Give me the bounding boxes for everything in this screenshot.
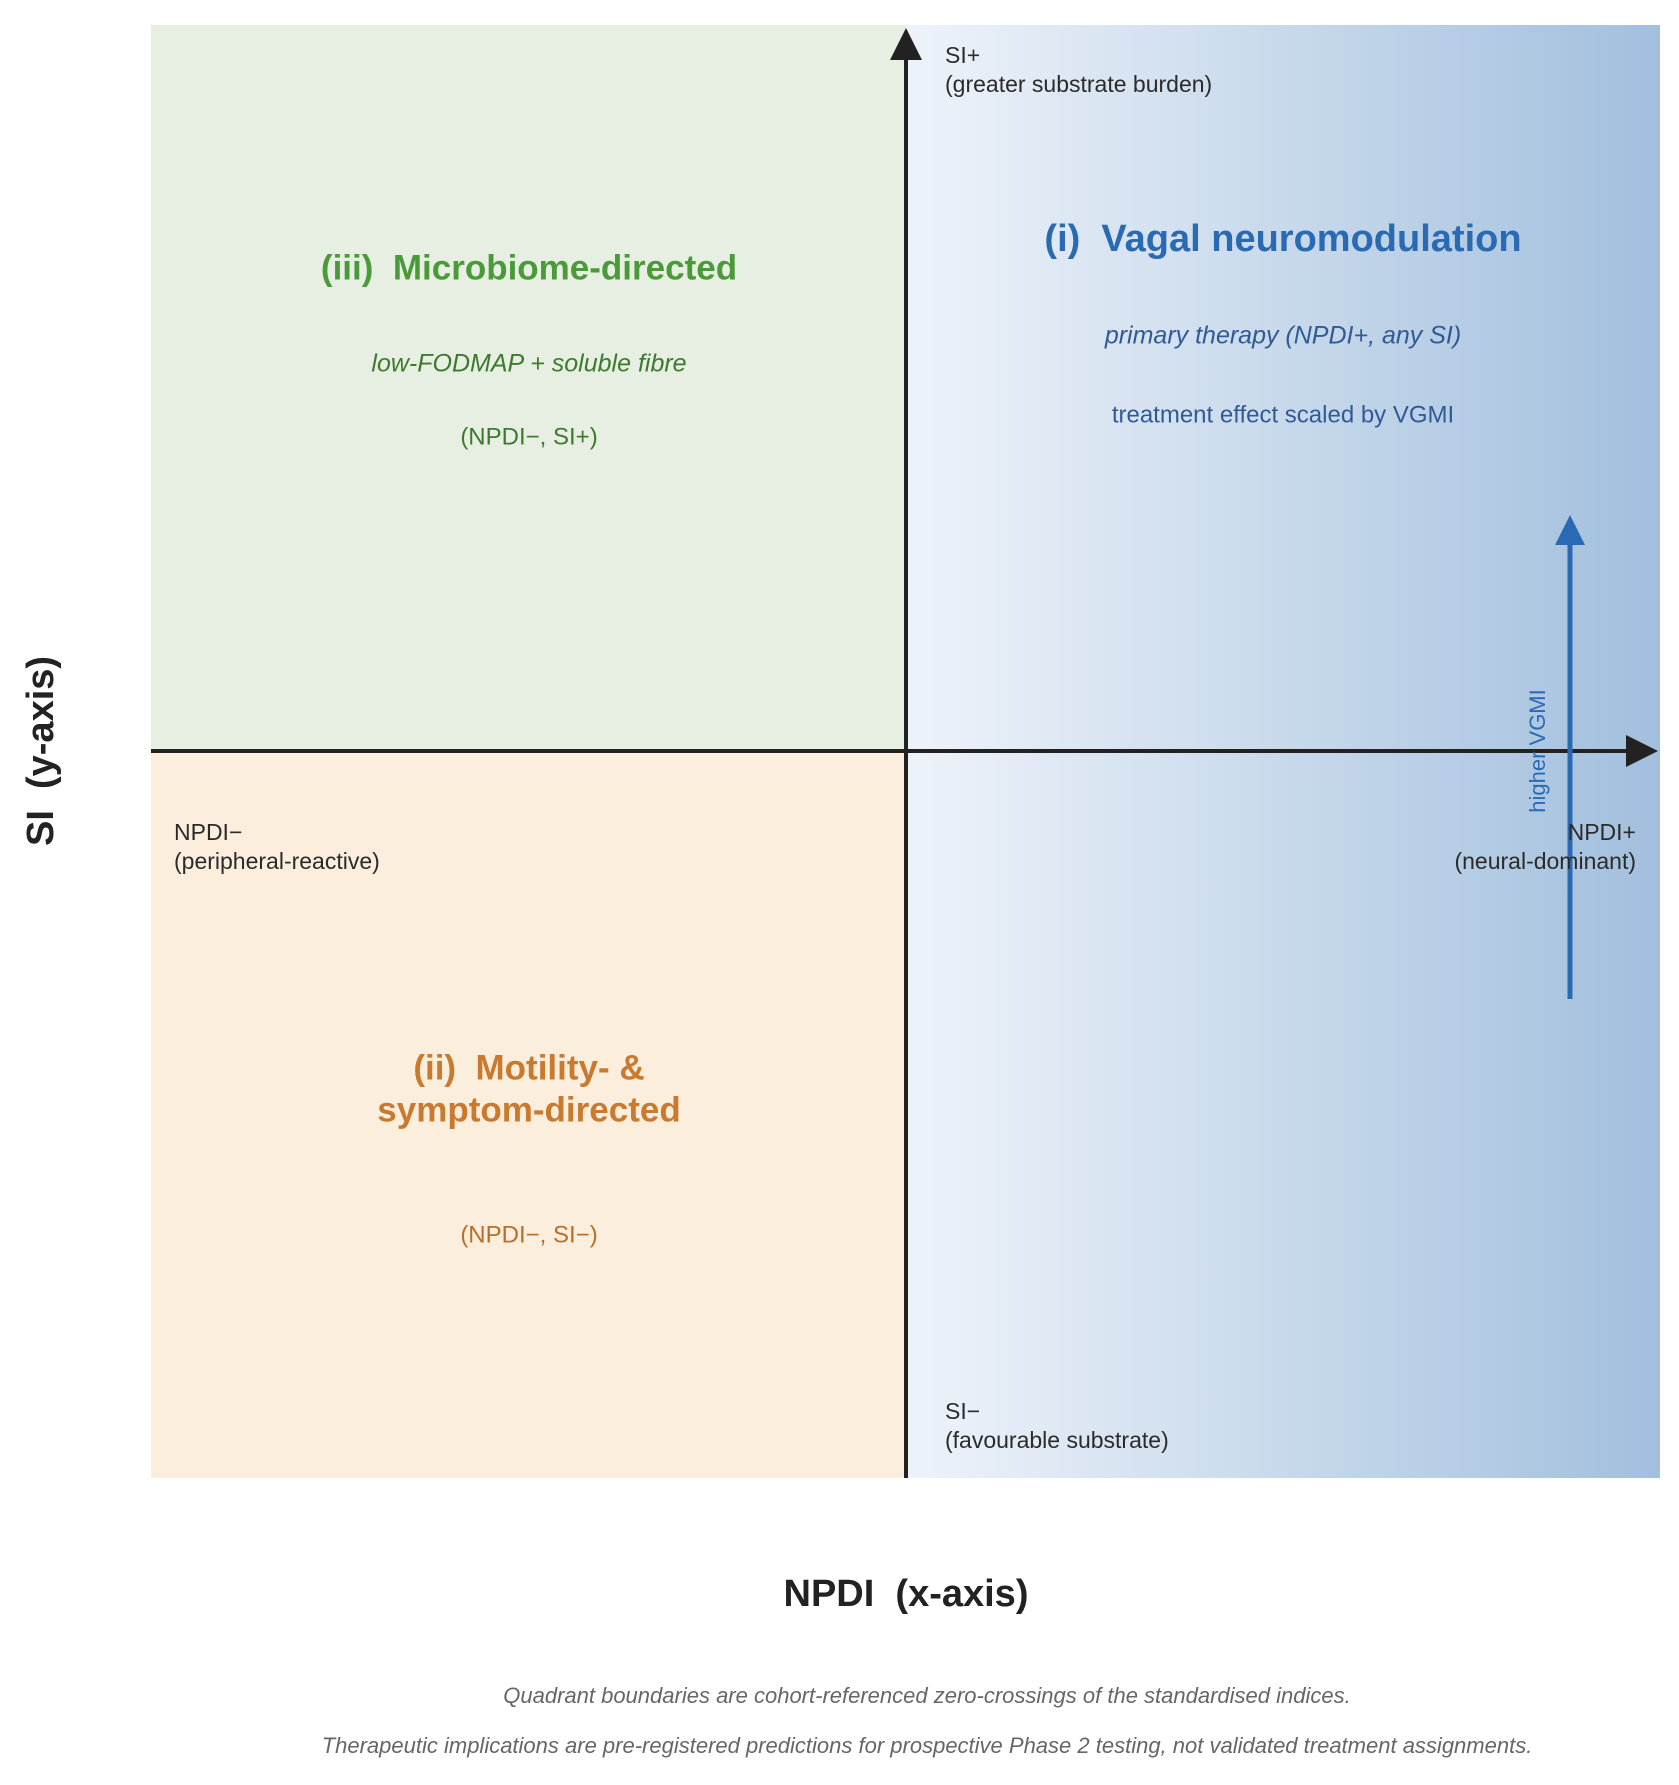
- quadrant-upper-left: [151, 25, 906, 751]
- footnote: Therapeutic implications are pre-registe…: [322, 1733, 1533, 1758]
- axis-label: NPDI−: [174, 819, 242, 845]
- quadrant-lower-left: [151, 751, 906, 1478]
- quadrant-subtitle: primary therapy (NPDI+, any SI): [1104, 322, 1461, 350]
- axis-label: (neural-dominant): [1454, 848, 1636, 874]
- quadrant-note: treatment effect scaled by VGMI: [1112, 401, 1454, 428]
- axis-label: NPDI+: [1568, 819, 1636, 845]
- quadrant-code: (NPDI−, SI+): [460, 423, 597, 450]
- quadrant-subtitle: low-FODMAP + soluble fibre: [371, 350, 686, 378]
- axis-label: (peripheral-reactive): [174, 848, 380, 874]
- arrow-label: higher VGMI: [1525, 689, 1550, 813]
- axis-label: (greater substrate burden): [945, 71, 1212, 97]
- footnote: Quadrant boundaries are cohort-reference…: [503, 1683, 1350, 1708]
- y-axis-title: SI (y-axis): [20, 656, 62, 846]
- axis-label: SI+: [945, 42, 980, 68]
- quadrant-code: (NPDI−, SI−): [460, 1221, 597, 1248]
- quadrant-title: (iii) Microbiome-directed: [321, 248, 737, 287]
- axis-label: (favourable substrate): [945, 1427, 1169, 1453]
- x-axis-title: NPDI (x-axis): [784, 1573, 1029, 1615]
- quadrant-title: symptom-directed: [377, 1090, 680, 1129]
- quadrant-title: (i) Vagal neuromodulation: [1044, 218, 1521, 260]
- axis-label: SI−: [945, 1398, 980, 1424]
- quadrant-title: (ii) Motility- &: [413, 1048, 644, 1087]
